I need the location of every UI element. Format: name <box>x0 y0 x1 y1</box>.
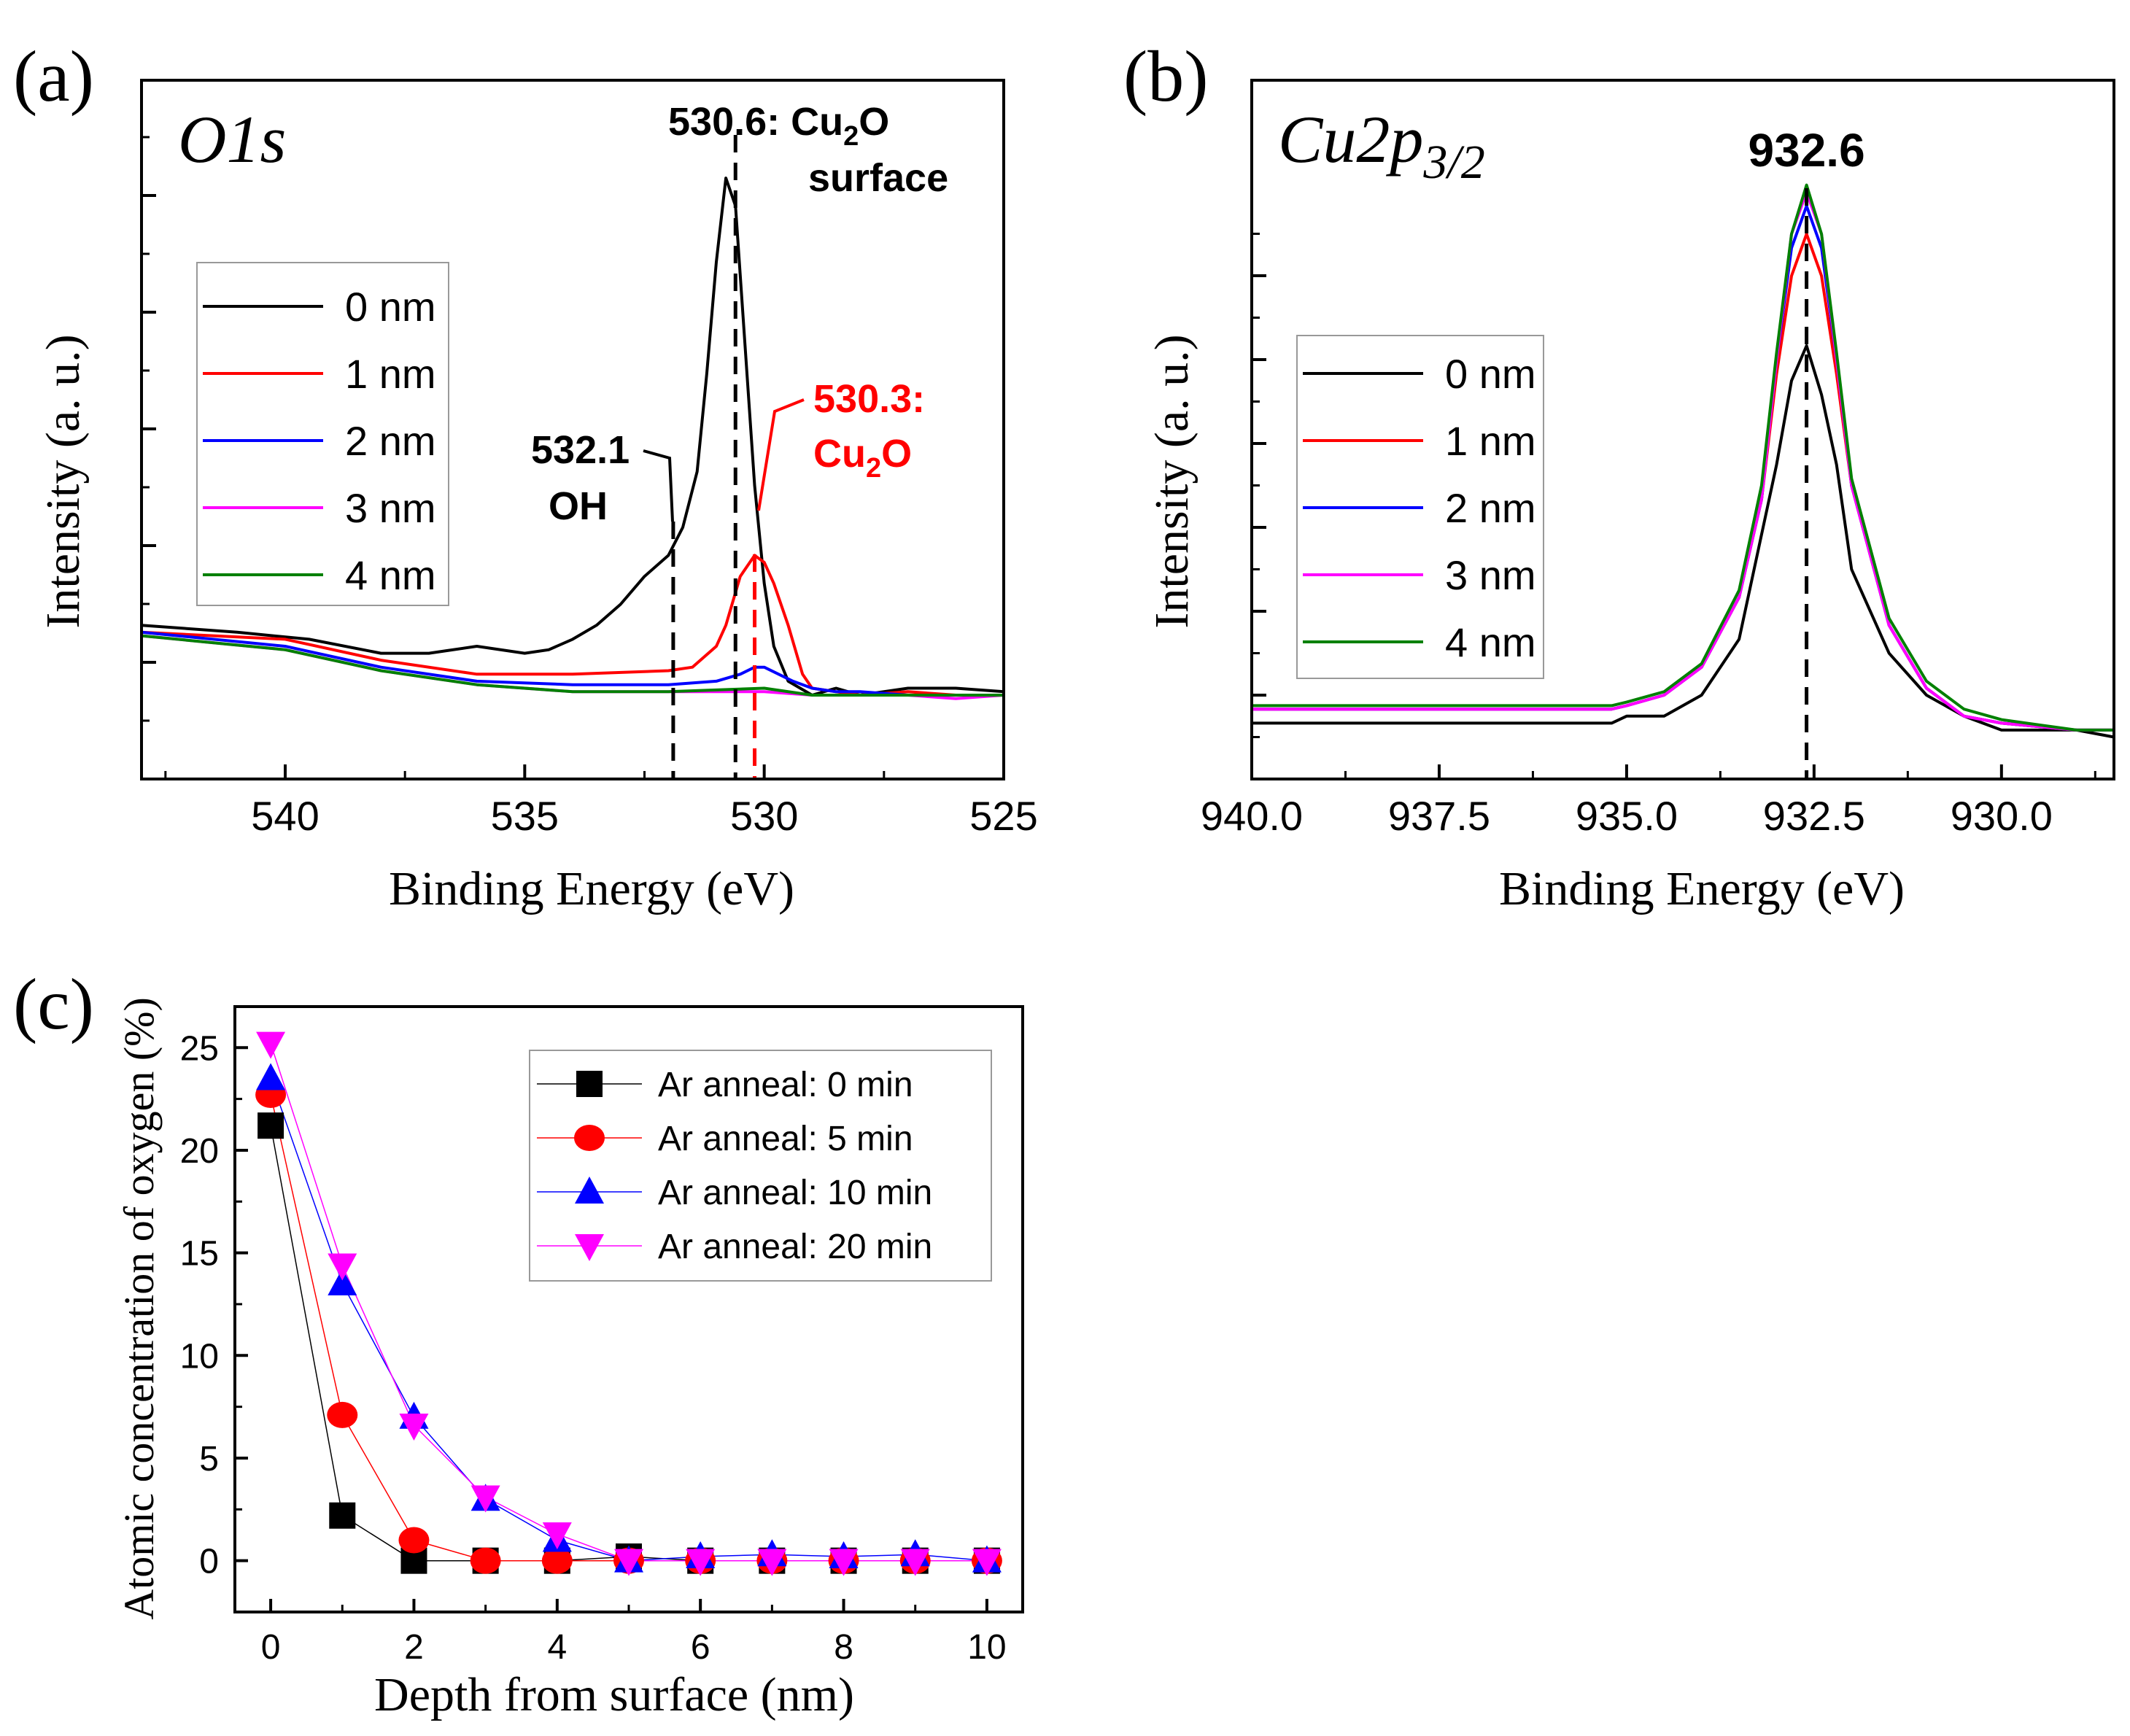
y-axis-label-c: Atomic concentration of oxygen (%) <box>115 997 163 1620</box>
panel-b: (b) Cu2p3/2 Intensity (a. u.) Binding En… <box>1123 36 2115 915</box>
data-point-c-3-2 <box>399 1413 429 1441</box>
annotation-oh: OH <box>549 484 608 528</box>
x-tick-label-a-0: 540 <box>251 793 319 839</box>
legend-b: 0 nm 1 nm 2 nm 3 nm 4 nm <box>1296 335 1544 679</box>
data-point-c-3-6 <box>686 1549 716 1576</box>
legend-label-c-0: Ar anneal: 0 min <box>658 1066 913 1104</box>
x-tick-label-b-3: 932.5 <box>1763 793 1865 839</box>
data-point-c-3-4 <box>542 1522 572 1550</box>
x-axis-label-a: Binding Energy (eV) <box>389 862 794 915</box>
data-point-c-1-3 <box>470 1547 501 1574</box>
panel-title-a: O1s <box>178 102 286 177</box>
y-tick-label-c-0: 0 <box>199 1543 219 1581</box>
y-tick-label-c-1: 5 <box>199 1440 219 1479</box>
panel-title-b-main: Cu2p <box>1278 102 1423 177</box>
data-point-c-3-0 <box>256 1031 286 1059</box>
y-axis-label-b: Intensity (a. u.) <box>1145 334 1198 628</box>
x-axis-label-b: Binding Energy (eV) <box>1499 862 1905 915</box>
x-tick-label-a-1: 535 <box>491 793 559 839</box>
x-tick-label-c-0: 0 <box>261 1628 281 1667</box>
data-point-c-1-1 <box>327 1401 358 1428</box>
panel-title-b-sub: 3/2 <box>1422 136 1484 189</box>
legend-a: 0 nm 1 nm 2 nm 3 nm 4 nm <box>196 262 449 606</box>
legend-label-a-4: 4 nm <box>345 552 436 598</box>
legend-label-c-2: Ar anneal: 10 min <box>658 1174 932 1212</box>
x-axis-label-c: Depth from surface (nm) <box>374 1668 854 1721</box>
annotation-cu2o-red-b: O <box>881 432 912 476</box>
annotation-surface: surface <box>808 156 948 200</box>
x-tick-label-b-0: 940.0 <box>1201 793 1303 839</box>
series-line-a-2 <box>141 630 1004 697</box>
x-tick-label-c-3: 6 <box>691 1628 710 1667</box>
y-tick-label-c-5: 25 <box>180 1029 219 1068</box>
leader-532-1 <box>643 449 674 522</box>
y-tick-label-c-3: 15 <box>180 1235 219 1274</box>
legend-label-c-3: Ar anneal: 20 min <box>658 1228 932 1266</box>
data-point-c-0-0 <box>257 1112 284 1139</box>
x-tick-label-c-2: 4 <box>547 1628 567 1667</box>
legend-label-b-2: 2 nm <box>1445 485 1536 531</box>
data-point-c-0-1 <box>329 1502 356 1529</box>
panel-label-a: (a) <box>13 36 94 117</box>
data-point-c-3-9 <box>900 1549 930 1576</box>
legend-label-c-1: Ar anneal: 5 min <box>658 1120 913 1158</box>
annotation-530-6-sub: 2 <box>843 121 859 152</box>
data-point-c-3-7 <box>757 1549 787 1576</box>
y-axis-label-a: Intensity (a. u.) <box>36 334 90 628</box>
legend-box-c <box>529 1050 992 1282</box>
plot-frame-b <box>1250 79 2115 780</box>
legend-swatch-marker-c-1 <box>574 1125 605 1151</box>
y-tick-label-c-4: 20 <box>180 1132 219 1171</box>
legend-label-a-2: 2 nm <box>345 418 436 464</box>
series-line-b-4 <box>1252 183 2114 732</box>
legend-label-b-1: 1 nm <box>1445 418 1536 464</box>
legend-label-a-3: 3 nm <box>345 485 436 531</box>
x-tick-label-b-1: 937.5 <box>1388 793 1490 839</box>
legend-label-b-0: 0 nm <box>1445 351 1536 397</box>
panel-title-b: Cu2p3/2 <box>1278 102 1485 189</box>
annotation-530-6-a: 530.6: Cu <box>668 100 843 144</box>
annotation-cu2o-red: Cu2O <box>813 432 912 484</box>
data-point-c-1-4 <box>541 1547 573 1574</box>
legend-box-a <box>196 262 449 606</box>
annotation-530-6: 530.6: Cu2O <box>668 100 889 152</box>
data-point-c-3-1 <box>328 1253 357 1281</box>
data-point-c-3-8 <box>829 1549 859 1576</box>
x-tick-label-b-4: 930.0 <box>1951 793 2053 839</box>
legend-label-a-1: 1 nm <box>345 351 436 397</box>
leader-530-3 <box>757 398 805 511</box>
x-tick-label-b-2: 935.0 <box>1576 793 1678 839</box>
legend-label-b-4: 4 nm <box>1445 619 1536 665</box>
x-tick-label-a-3: 525 <box>969 793 1037 839</box>
legend-label-a-0: 0 nm <box>345 284 436 330</box>
legend-swatch-marker-c-2 <box>575 1177 604 1204</box>
data-point-c-2-0 <box>256 1063 286 1090</box>
legend-swatch-marker-c-3 <box>575 1234 604 1261</box>
panel-label-b: (b) <box>1123 36 1209 117</box>
data-point-c-3-10 <box>972 1549 1002 1576</box>
data-point-c-3-5 <box>614 1549 643 1576</box>
data-point-c-2-1 <box>328 1268 357 1295</box>
panel-label-c: (c) <box>13 964 94 1045</box>
x-tick-label-c-1: 2 <box>404 1628 424 1667</box>
y-tick-label-c-2: 10 <box>180 1337 219 1376</box>
data-point-c-3-3 <box>470 1485 500 1513</box>
annotation-530-6-b: O <box>859 100 889 144</box>
annotation-532-1: 532.1 <box>531 428 630 472</box>
series-line-a-4 <box>141 634 1004 697</box>
legend-c: Ar anneal: 0 min Ar anneal: 5 min Ar annea… <box>529 1050 992 1282</box>
panel-a: (a) O1s Intensity (a. u.) Binding Energy… <box>13 36 1038 915</box>
x-tick-label-c-5: 10 <box>967 1628 1006 1667</box>
data-point-c-1-2 <box>398 1527 430 1554</box>
legend-swatch-marker-c-0 <box>576 1071 603 1097</box>
annotation-932-6: 932.6 <box>1748 124 1865 177</box>
panel-c: (c) Atomic concentration of oxygen (%) D… <box>13 964 1024 1721</box>
annotation-530-3: 530.3: <box>813 377 925 421</box>
x-tick-label-a-2: 530 <box>730 793 798 839</box>
annotation-cu2o-red-sub: 2 <box>866 453 881 484</box>
annotation-cu2o-red-a: Cu <box>813 432 866 476</box>
x-tick-label-c-4: 8 <box>834 1628 853 1667</box>
legend-label-b-3: 3 nm <box>1445 552 1536 598</box>
